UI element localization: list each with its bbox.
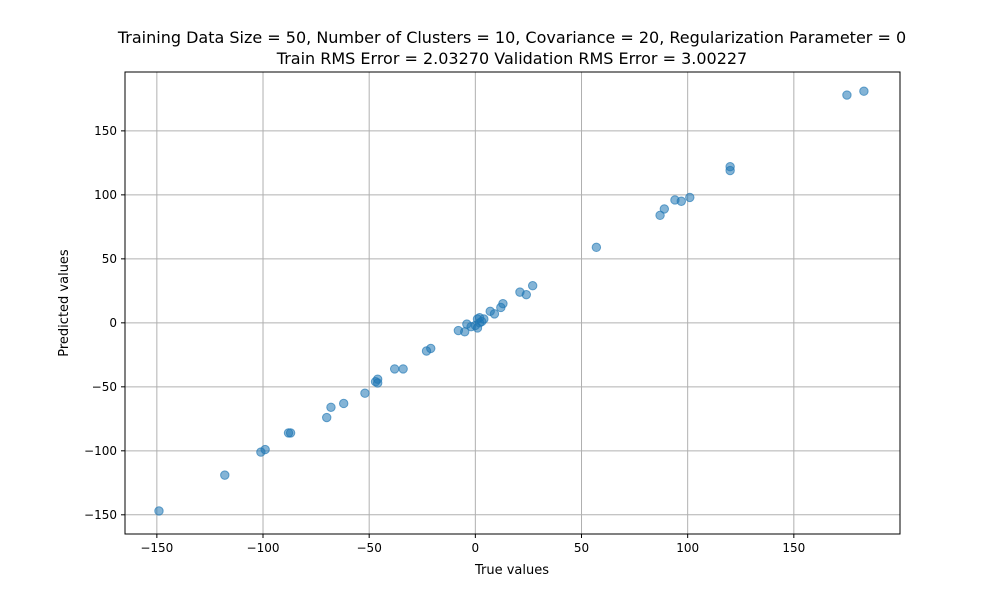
x-axis-label: True values [474, 563, 549, 578]
x-tick-label: −50 [357, 541, 382, 555]
data-point [498, 298, 508, 309]
data-point [685, 192, 695, 203]
x-tick-label: 100 [676, 541, 699, 555]
y-tick-label: −50 [92, 380, 117, 394]
data-point [372, 378, 383, 388]
y-tick-label: 150 [94, 124, 117, 138]
data-point [389, 364, 400, 374]
y-tick-label: 0 [109, 316, 117, 330]
data-point [154, 506, 164, 516]
y-tick-label: 50 [102, 252, 117, 266]
data-point [659, 204, 670, 214]
data-point [360, 388, 370, 398]
data-point [398, 364, 408, 374]
data-point [220, 470, 230, 480]
y-tick-label: −100 [84, 444, 117, 458]
data-point [489, 309, 500, 319]
data-point [591, 242, 602, 253]
data-points [154, 86, 869, 516]
chart-title: Training Data Size = 50, Number of Clust… [117, 28, 906, 47]
plot-area [124, 71, 901, 535]
data-point [426, 343, 436, 354]
data-point [725, 162, 735, 172]
chart-subtitle: Train RMS Error = 2.03270 Validation RMS… [276, 49, 747, 68]
grid [125, 72, 900, 534]
y-tick-label: −150 [84, 508, 117, 522]
data-point [676, 196, 687, 206]
x-tick-label: 0 [472, 541, 480, 555]
axis-ticks: −150 −100 −50 0 50 100 150 −150 −100 −50 0 50 100 150 [84, 124, 805, 555]
x-tick-label: 50 [574, 541, 589, 555]
data-point [842, 90, 852, 100]
data-point [260, 444, 270, 455]
data-point [655, 210, 665, 221]
y-tick-label: 100 [94, 188, 117, 202]
data-point [527, 281, 538, 291]
data-point [326, 402, 336, 413]
data-point [521, 289, 532, 300]
data-point [479, 314, 489, 324]
x-tick-label: −150 [140, 541, 173, 555]
x-tick-label: −100 [247, 541, 280, 555]
data-point [285, 428, 296, 438]
data-point [338, 398, 349, 409]
data-point [859, 86, 869, 96]
y-axis-label: Predicted values [57, 249, 72, 357]
x-tick-label: 150 [782, 541, 805, 555]
data-point [322, 412, 332, 423]
